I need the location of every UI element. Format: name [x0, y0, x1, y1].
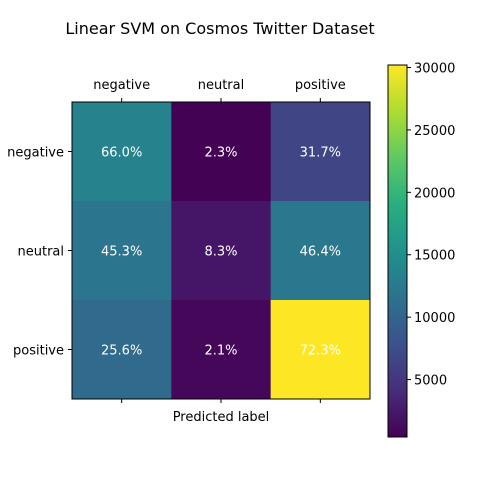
chart-title: Linear SVM on Cosmos Twitter Dataset — [65, 19, 374, 38]
colorbar-tick-label: 15000 — [414, 249, 455, 264]
x-tick-label: neutral — [198, 78, 245, 93]
cell-value-label: 31.7% — [300, 146, 341, 161]
x-axis-label: Predicted label — [173, 410, 270, 425]
cell-value-label: 72.3% — [300, 344, 341, 359]
colorbar-tick-label: 20000 — [414, 186, 455, 201]
y-axis-ticks: negative neutral positive — [7, 146, 72, 359]
cell-value-label: 2.1% — [204, 344, 237, 359]
colorbar-tick-label: 30000 — [414, 61, 455, 76]
y-tick-label: negative — [7, 146, 64, 161]
cell-value-label: 8.3% — [204, 245, 237, 260]
cell-value-label: 46.4% — [300, 245, 341, 260]
colorbar-tick-label: 10000 — [414, 311, 455, 326]
cell-value-label: 66.0% — [101, 146, 142, 161]
colorbar-tick-label: 5000 — [414, 374, 447, 389]
y-tick-label: neutral — [18, 245, 65, 260]
cell-value-label: 25.6% — [101, 344, 142, 359]
colorbar-tick-label: 25000 — [414, 124, 455, 139]
x-tick-label: negative — [93, 78, 150, 93]
colorbar-ticks: 5000 10000 15000 20000 25000 30000 — [407, 61, 455, 388]
cell-value-label: 45.3% — [101, 245, 142, 260]
colorbar — [388, 65, 407, 437]
cell-value-label: 2.3% — [204, 146, 237, 161]
y-tick-label: positive — [13, 344, 64, 359]
x-tick-label: positive — [295, 78, 346, 93]
